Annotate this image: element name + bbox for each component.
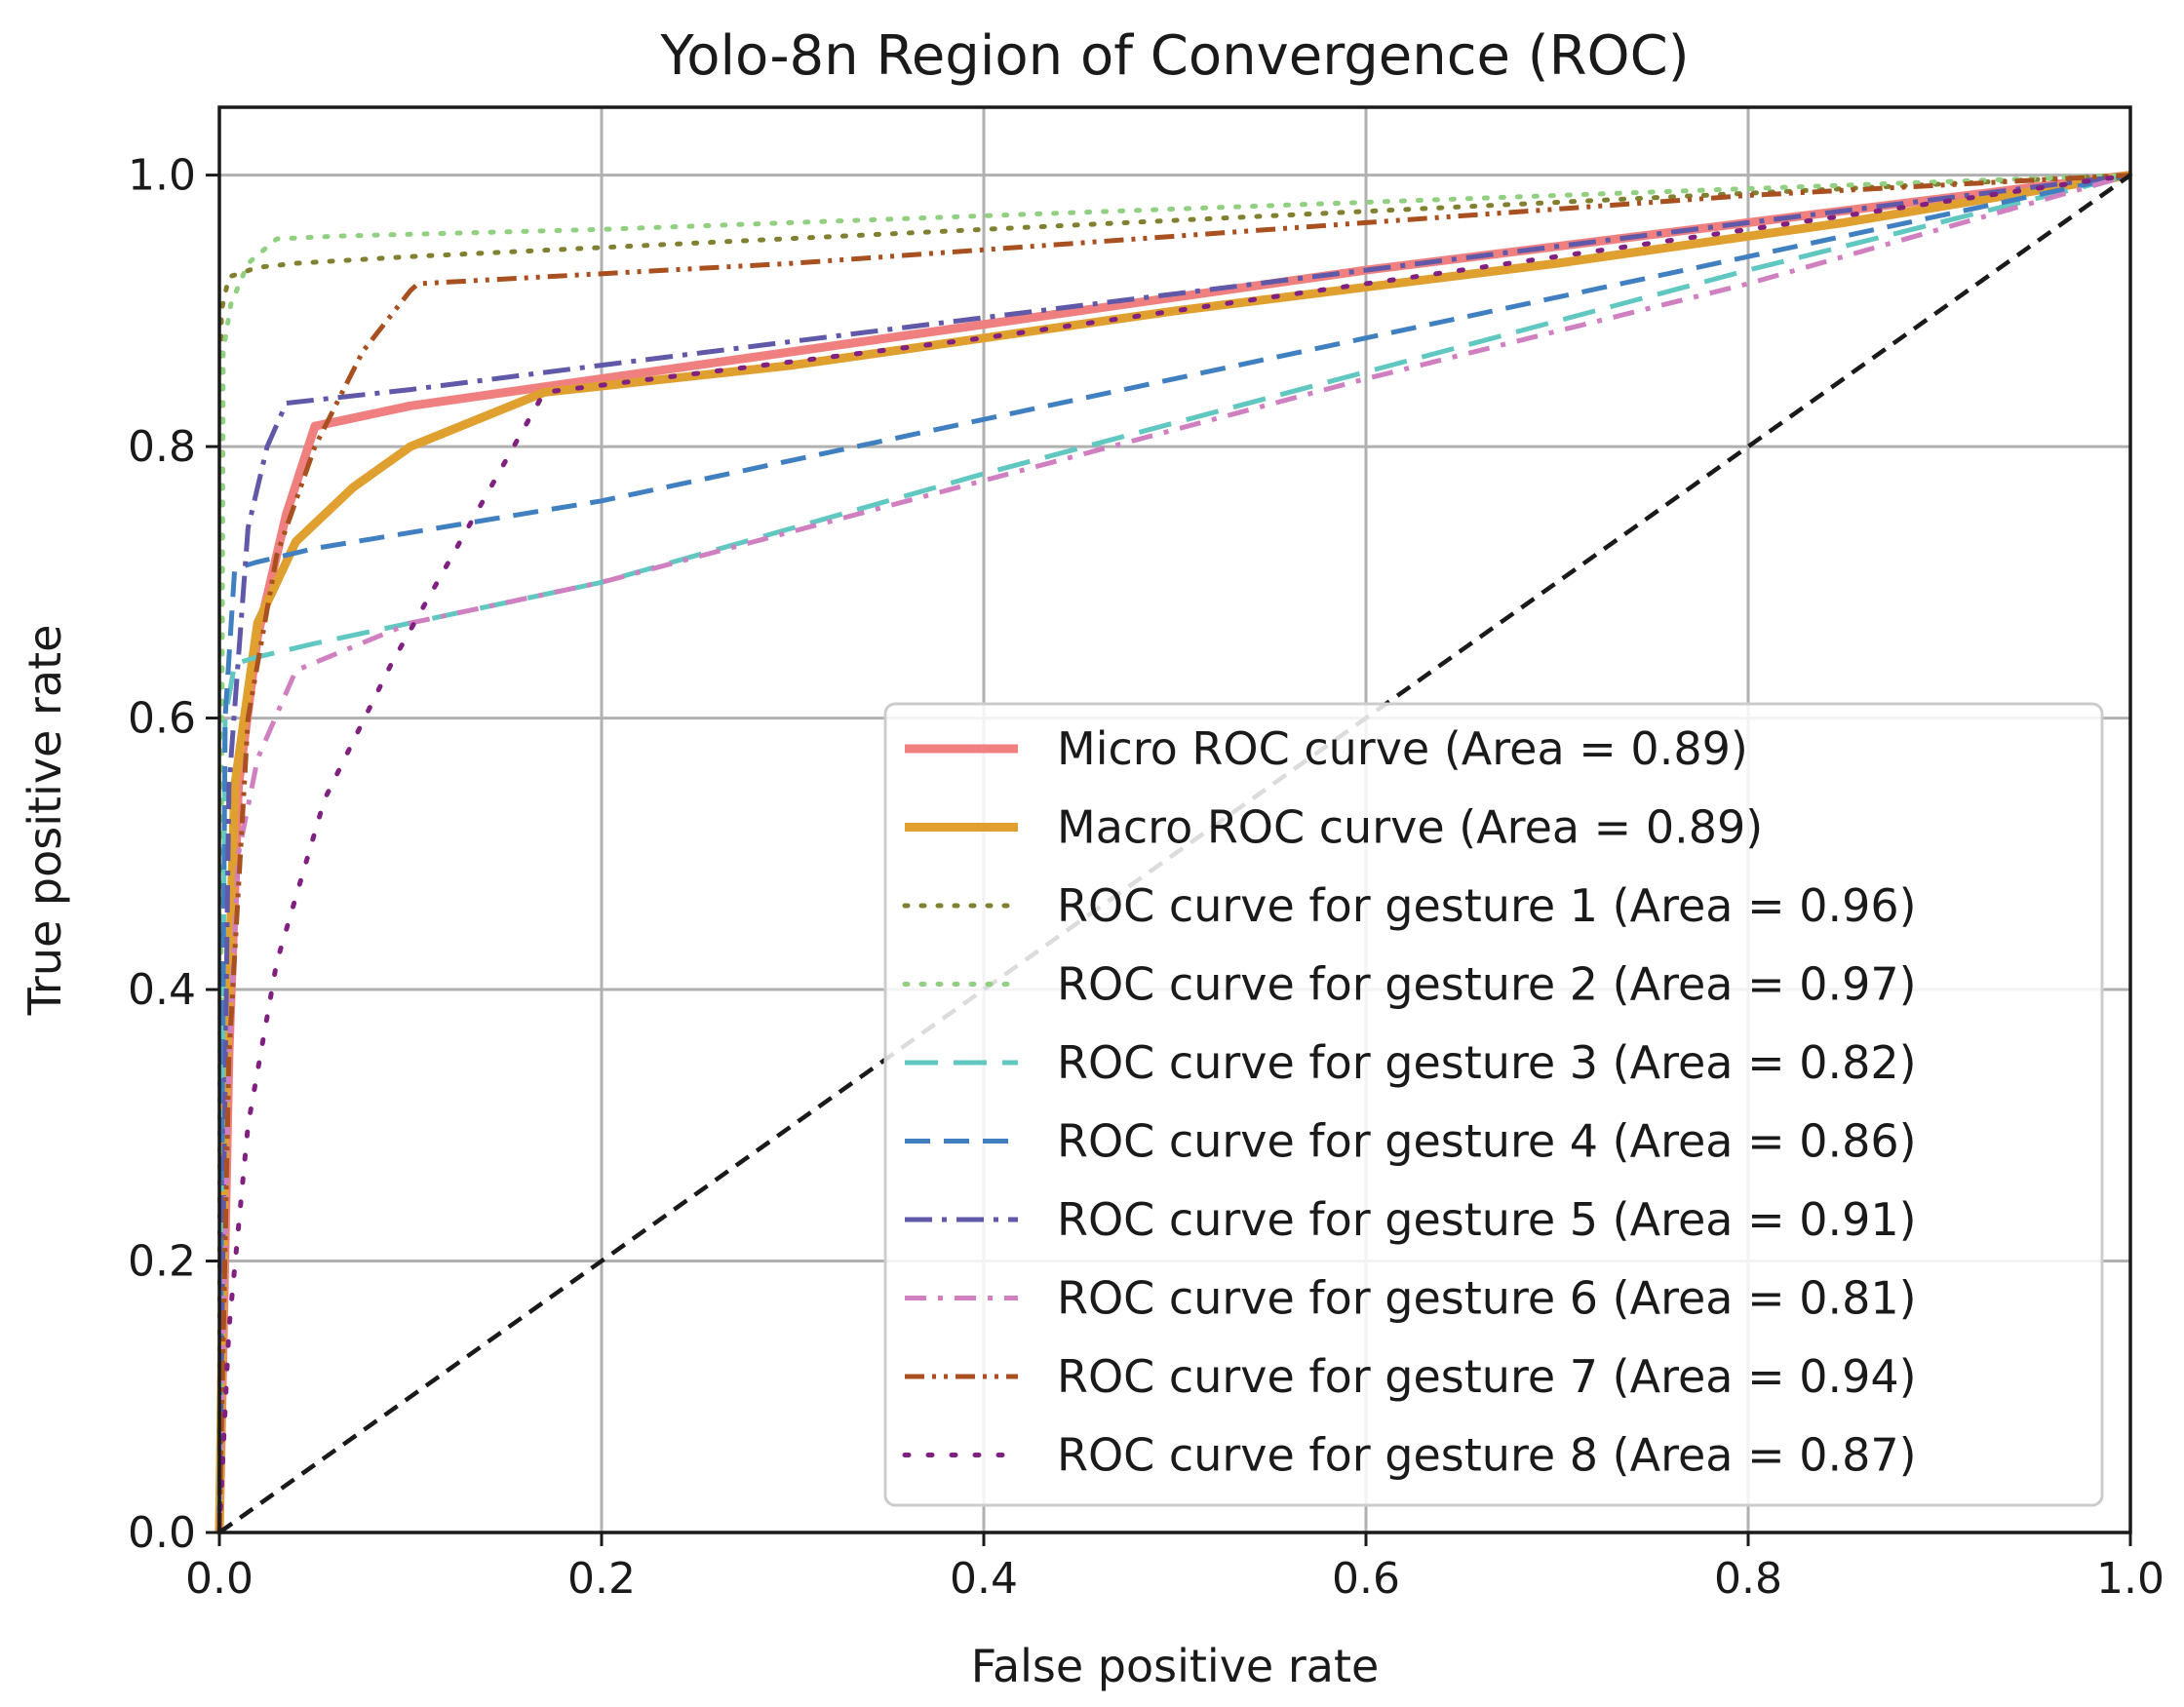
x-tick-label: 0.8 [1714,1554,1782,1604]
roc-curve-10 [216,173,2133,1535]
plot-frame [217,105,2132,1534]
legend-label: ROC curve for gesture 1 (Area = 0.96) [1057,879,1917,932]
y-tick-label: 0.6 [128,694,196,744]
y-tick-label: 0.2 [128,1237,196,1287]
legend-label: ROC curve for gesture 4 (Area = 0.86) [1057,1115,1917,1168]
y-axis-ticks: 0.0 0.2 0.4 0.6 0.8 1.0 [128,151,219,1558]
x-axis-ticks: 0.0 0.2 0.4 0.6 0.8 1.0 [185,1532,2164,1604]
legend-label: ROC curve for gesture 7 (Area = 0.94) [1057,1350,1917,1403]
legend-label: ROC curve for gesture 6 (Area = 0.81) [1057,1272,1917,1325]
y-tick-label: 0.0 [128,1508,196,1558]
x-tick-label: 0.6 [1332,1554,1400,1604]
x-tick-label: 1.0 [2096,1554,2164,1604]
roc-curve-2 [214,171,2131,1533]
legend-label: Micro ROC curve (Area = 0.89) [1057,722,1748,775]
legend-box [883,702,2104,1507]
chart-title: Yolo-8n Region of Convergence (ROC) [659,24,1689,88]
y-axis-label: True positive rate [19,625,71,1017]
roc-curve-6 [216,173,2131,1533]
y-tick-label: 0.4 [128,965,196,1015]
x-tick-label: 0.4 [950,1554,1018,1604]
y-tick-label: 1.0 [128,151,196,201]
x-tick-label: 0.0 [185,1554,254,1604]
legend-label: ROC curve for gesture 8 (Area = 0.87) [1057,1429,1917,1482]
x-axis-label: False positive rate [971,1640,1380,1692]
x-tick-label: 0.2 [567,1554,636,1604]
legend: Micro ROC curve (Area = 0.89) Macro ROC c… [883,702,2104,1507]
y-tick-label: 0.8 [128,422,196,472]
legend-label: ROC curve for gesture 5 (Area = 0.91) [1057,1193,1917,1246]
legend-label: Macro ROC curve (Area = 0.89) [1057,801,1763,854]
legend-label: ROC curve for gesture 2 (Area = 0.97) [1057,958,1917,1011]
legend-label: ROC curve for gesture 3 (Area = 0.82) [1057,1036,1917,1089]
roc-curve-3 [216,173,2133,1535]
roc-curve-7 [216,173,2131,1533]
